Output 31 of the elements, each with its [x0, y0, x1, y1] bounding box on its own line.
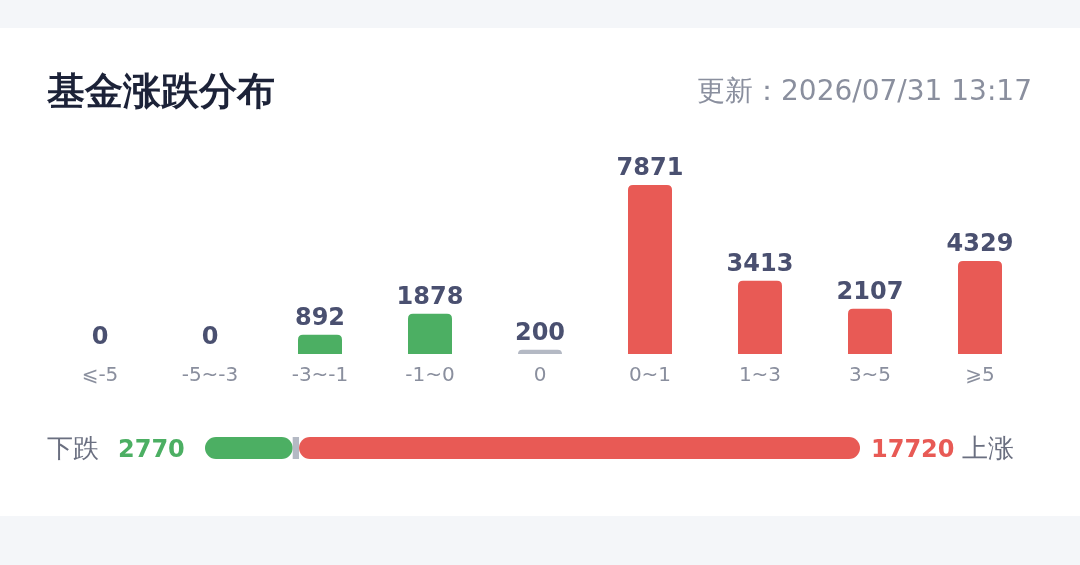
bar	[298, 334, 342, 354]
data-label: 17720	[871, 435, 955, 463]
bar	[738, 280, 782, 354]
data-label: 7871	[616, 153, 684, 181]
data-label: 2770	[118, 435, 185, 463]
bar	[408, 313, 452, 354]
text: 上涨	[962, 433, 1014, 463]
data-label: 3413	[726, 248, 794, 277]
bar	[958, 261, 1002, 354]
bar	[518, 349, 562, 354]
data-label: 200	[514, 317, 566, 346]
x-tick-label: 0~1	[628, 362, 672, 386]
data-label: 2107	[836, 276, 904, 305]
bar	[628, 185, 672, 354]
bar	[848, 308, 892, 354]
data-label: 4329	[946, 229, 1014, 258]
x-tick-label: -5~-3	[181, 362, 239, 386]
x-tick-label: 0	[533, 362, 547, 386]
x-tick-label: ⩾5	[965, 362, 995, 386]
data-label: 892	[294, 302, 346, 331]
x-tick-label: -3~-1	[291, 362, 349, 386]
text: 下跌	[47, 433, 99, 463]
chart-title: 基金涨跌分布	[46, 69, 275, 113]
x-tick-label: ⩽-5	[81, 362, 119, 386]
x-tick-label: 3~5	[848, 362, 892, 386]
data-label: 0	[91, 322, 109, 350]
data-label: 1878	[396, 281, 464, 310]
x-tick-label: 1~3	[738, 362, 782, 386]
chart-subtitle: 更新：2026/07/31 13:17	[697, 74, 1032, 107]
data-label: 0	[201, 322, 219, 350]
x-tick-label: -1~0	[405, 362, 455, 386]
